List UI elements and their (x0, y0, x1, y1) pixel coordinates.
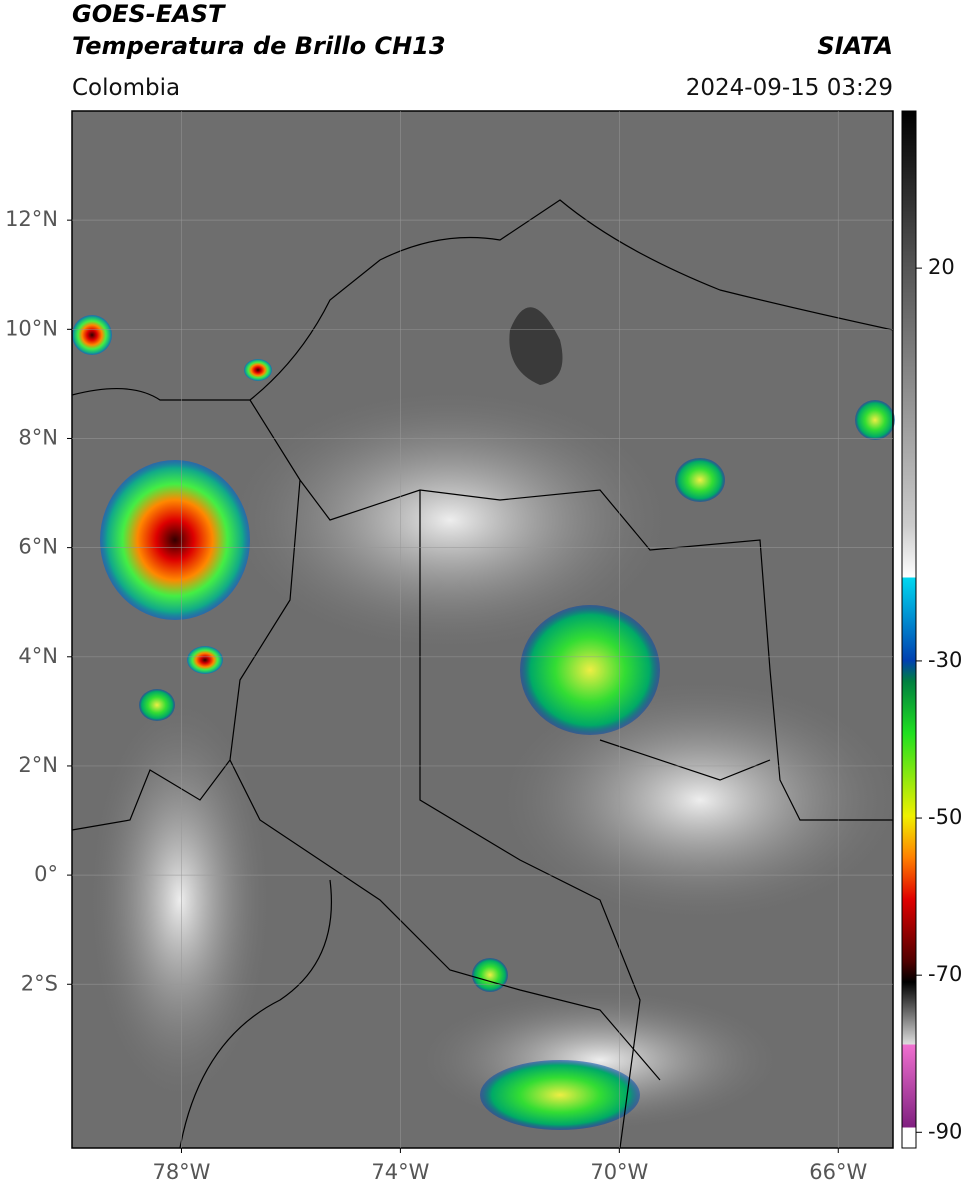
map-frame (71, 110, 894, 1149)
region: Colombia (72, 75, 180, 101)
source: SIATA (817, 32, 893, 60)
y-tick-label: 10°N (5, 316, 58, 340)
y-tick-label: 12°N (5, 207, 58, 231)
x-tick-label: 66°W (809, 1160, 867, 1184)
title: GOES-EAST (72, 0, 226, 28)
colorbar-label: -70 (928, 962, 962, 986)
y-tick-label: 0° (34, 862, 58, 886)
x-tick-label: 78°W (152, 1160, 210, 1184)
colorbar-label: 20 (928, 255, 955, 279)
satellite-image (71, 111, 900, 1149)
colorbar-label: -90 (928, 1119, 962, 1143)
x-tick-label: 70°W (590, 1160, 648, 1184)
y-tick-label: 8°N (18, 425, 58, 449)
x-tick-label: 74°W (371, 1160, 429, 1184)
y-tick-label: 6°N (18, 535, 58, 559)
y-tick-label: 4°N (18, 644, 58, 668)
colorbar-label: -30 (928, 648, 962, 672)
datetime: 2024-09-15 03:29 (686, 75, 893, 101)
subtitle: Temperatura de Brillo CH13 (72, 32, 446, 60)
colorbar-label: -50 (928, 805, 962, 829)
colorbar (901, 110, 917, 1149)
y-tick-label: 2°S (21, 971, 58, 995)
y-tick-label: 2°N (18, 753, 58, 777)
